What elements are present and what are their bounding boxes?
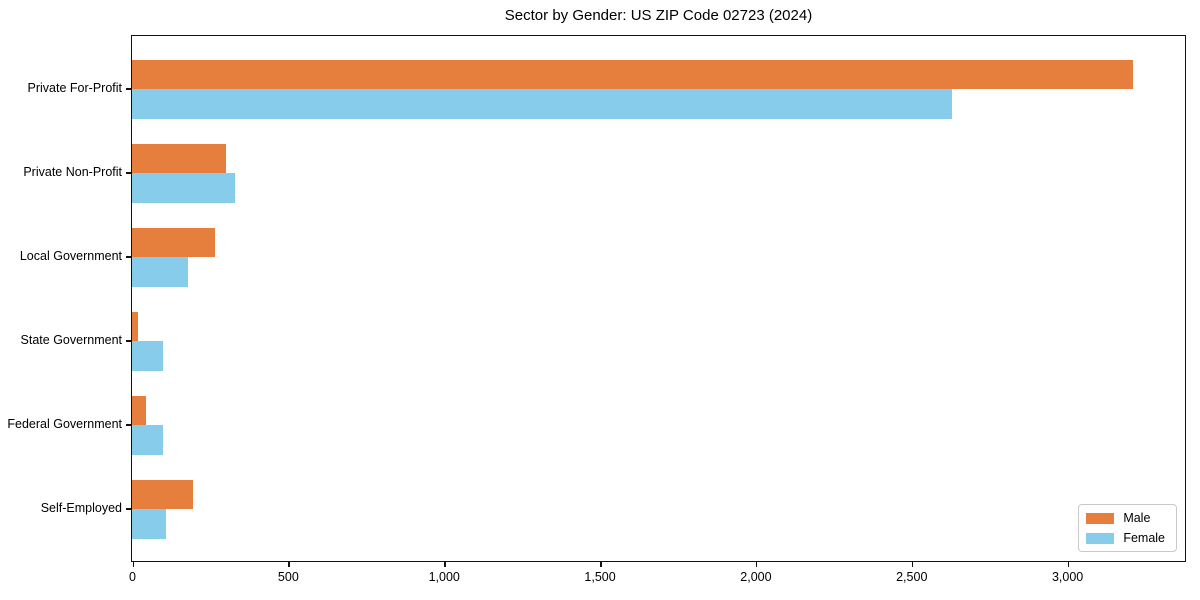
bar-female-federal-government (132, 425, 164, 455)
x-tick-mark-0 (132, 562, 134, 567)
bar-female-state-government (132, 341, 164, 371)
bar-male-local-government (132, 227, 215, 257)
x-tick-label-5: 2,500 (896, 570, 928, 584)
legend-entry-female: Female (1086, 531, 1165, 545)
y-tick-label-4: Federal Government (7, 417, 122, 431)
y-tick-mark-3 (126, 340, 131, 342)
bar-female-self-employed (132, 509, 167, 539)
bar-female-local-government (132, 257, 189, 287)
x-tick-label-3: 1,500 (584, 570, 616, 584)
x-tick-mark-1 (288, 562, 290, 567)
legend-swatch-female (1086, 532, 1115, 544)
y-tick-label-2: Local Government (19, 249, 122, 263)
x-tick-label-6: 3,000 (1051, 570, 1084, 584)
y-tick-mark-0 (126, 88, 131, 90)
legend-label-female: Female (1123, 531, 1165, 545)
plot-area: Male Female (131, 35, 1186, 562)
x-tick-mark-3 (600, 562, 602, 567)
bar-female-private-for-profit (132, 89, 952, 119)
bar-male-federal-government (132, 395, 146, 425)
y-tick-label-3: State Government (20, 333, 122, 347)
legend-entry-male: Male (1086, 511, 1165, 525)
y-tick-label-1: Private Non-Profit (23, 165, 122, 179)
legend-label-male: Male (1123, 511, 1151, 525)
x-tick-label-2: 1,000 (428, 570, 460, 584)
x-tick-mark-5 (911, 562, 914, 567)
legend-swatch-male (1086, 512, 1115, 524)
y-tick-mark-5 (126, 508, 131, 510)
x-tick-mark-6 (1067, 562, 1070, 567)
bar-male-state-government (132, 311, 139, 341)
x-tick-label-4: 2,000 (740, 570, 772, 584)
chart-title: Sector by Gender: US ZIP Code 02723 (202… (504, 7, 813, 24)
y-tick-mark-2 (126, 256, 131, 258)
x-tick-mark-2 (444, 562, 446, 567)
x-tick-mark-4 (755, 562, 758, 567)
bar-male-private-non-profit (132, 143, 226, 173)
bar-female-private-non-profit (132, 173, 235, 203)
y-tick-label-5: Self-Employed (40, 501, 122, 515)
x-tick-label-1: 500 (277, 570, 299, 584)
legend: Male Female (1078, 504, 1177, 552)
bar-male-self-employed (132, 479, 193, 509)
bar-male-private-for-profit (132, 59, 1133, 89)
y-tick-label-0: Private For-Profit (27, 81, 122, 95)
y-tick-mark-4 (126, 424, 131, 426)
y-tick-mark-1 (126, 172, 131, 174)
x-tick-label-0: 0 (129, 570, 136, 584)
